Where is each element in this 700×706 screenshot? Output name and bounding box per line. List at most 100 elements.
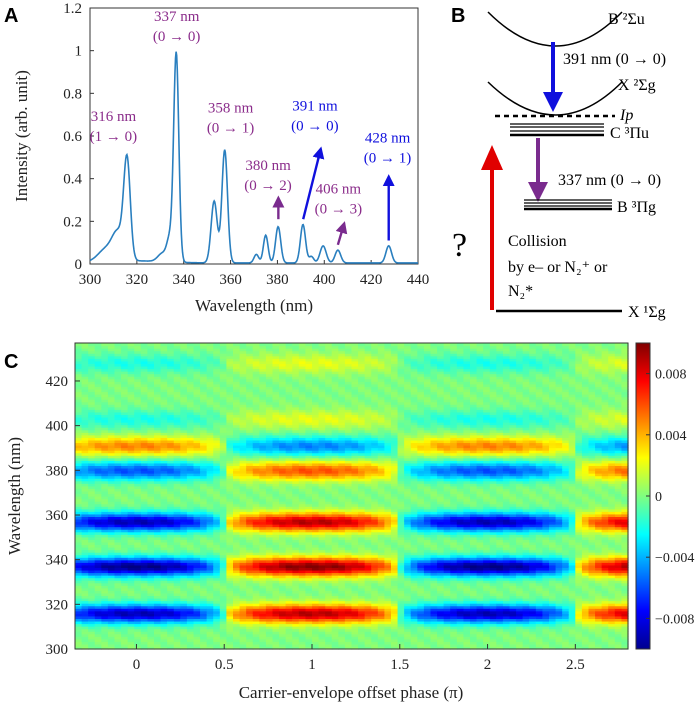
heatmap-cell	[173, 628, 181, 632]
heatmap-cell	[140, 590, 149, 594]
heatmap-cell	[154, 636, 162, 640]
heatmap-cell	[107, 511, 116, 515]
heatmap-cell	[154, 368, 162, 372]
collision-label-2: by e– or N₂⁺ or	[508, 259, 608, 276]
heatmap-cell	[219, 460, 228, 464]
heatmap-cell	[75, 618, 83, 622]
heatmap-cell	[226, 521, 234, 525]
heatmap-cell	[75, 511, 83, 515]
heatmap-cell	[140, 577, 149, 581]
heatmap-cell	[147, 603, 155, 607]
heatmap-cell	[140, 620, 149, 625]
heatmap-cell	[81, 350, 89, 354]
heatmap-cell	[219, 554, 228, 558]
heatmap-cell	[186, 493, 195, 497]
heatmap-cell	[101, 618, 109, 622]
heatmap-cell	[173, 598, 181, 602]
heatmap-cell	[81, 598, 89, 602]
heatmap-cell	[134, 572, 142, 576]
heatmap-cell	[193, 536, 201, 540]
heatmap-cell	[134, 439, 142, 444]
heatmap-cell	[233, 633, 241, 637]
heatmap-cell	[173, 381, 181, 385]
heatmap-cell	[200, 636, 208, 640]
heatmap-cell	[219, 534, 228, 538]
heatmap-cell	[219, 518, 228, 523]
heatmap-cell	[233, 585, 241, 589]
heatmap-cell	[94, 600, 102, 604]
heatmap-cell	[107, 478, 116, 482]
heatmap-cell	[127, 378, 135, 382]
heatmap-cell	[114, 493, 122, 497]
heatmap-cell	[186, 569, 195, 574]
heatmap-cell	[233, 539, 241, 543]
heatmap-cell	[206, 501, 214, 505]
heatmap-cell	[154, 470, 162, 474]
heatmap-cell	[226, 557, 234, 561]
heatmap-cell	[75, 564, 83, 568]
heatmap-cell	[81, 391, 89, 395]
heatmap-cell	[213, 585, 221, 589]
heatmap-cell	[134, 554, 142, 558]
heatmap-cell	[186, 442, 195, 446]
heatmap-cell	[94, 549, 102, 553]
heatmap-cell	[200, 567, 208, 571]
heatmap-cell	[167, 388, 175, 393]
heatmap-cell	[101, 638, 109, 642]
heatmap-cell	[186, 506, 195, 510]
heatmap-cell	[193, 498, 201, 502]
heatmap-cell	[154, 633, 162, 637]
heatmap-cell	[94, 521, 102, 525]
heatmap-cell	[213, 516, 221, 520]
heatmap-cell	[127, 636, 135, 640]
heatmap-cell	[121, 348, 129, 352]
heatmap-cell	[88, 416, 96, 421]
heatmap-cell	[81, 531, 89, 535]
heatmap-cell	[226, 516, 234, 520]
heatmap-cell	[193, 488, 201, 492]
heatmap-cell	[107, 416, 116, 421]
heatmap-cell	[75, 598, 83, 602]
heatmap-cell	[75, 391, 83, 395]
heatmap-cell	[134, 422, 142, 426]
heatmap-cell	[147, 358, 155, 362]
heatmap-cell	[147, 524, 155, 528]
heatmap-cell	[134, 646, 142, 650]
heatmap-cell	[160, 646, 168, 650]
heatmap-cell	[94, 480, 102, 484]
heatmap-cell	[94, 575, 102, 579]
heatmap-cell	[167, 564, 175, 568]
heatmap-cell	[147, 460, 155, 464]
heatmap-cell	[213, 355, 221, 359]
heatmap-cell	[147, 608, 155, 612]
heatmap-cell	[107, 401, 116, 405]
heatmap-cell	[94, 608, 102, 612]
heatmap-cell	[193, 552, 201, 556]
heatmap-cell	[140, 638, 149, 642]
heatmap-cell	[127, 368, 135, 372]
heatmap-cell	[200, 498, 208, 502]
heatmap-cell	[107, 432, 116, 436]
heatmap-cell	[101, 457, 109, 461]
heatmap-cell	[213, 562, 221, 566]
heatmap-cell	[101, 411, 109, 415]
heatmap-cell	[160, 526, 168, 530]
heatmap-cell	[233, 465, 241, 469]
heatmap-cell	[121, 638, 129, 642]
heatmap-cell	[219, 615, 228, 619]
heatmap-cell	[75, 345, 83, 349]
heatmap-cell	[75, 503, 83, 507]
heatmap-cell	[75, 383, 83, 387]
heatmap-cell	[127, 572, 135, 576]
heatmap-cell	[107, 618, 116, 622]
heatmap-cell	[88, 409, 96, 413]
heatmap-cell	[206, 368, 214, 372]
heatmap-cell	[219, 343, 228, 347]
heatmap-cell	[127, 434, 135, 438]
heatmap-cell	[173, 353, 181, 357]
heatmap-cell	[127, 585, 135, 589]
peak-annotation-transition: (0 → 1)	[207, 121, 255, 137]
heatmap-cell	[173, 363, 181, 367]
heatmap-cell	[147, 641, 155, 645]
heatmap-cell	[200, 529, 208, 533]
